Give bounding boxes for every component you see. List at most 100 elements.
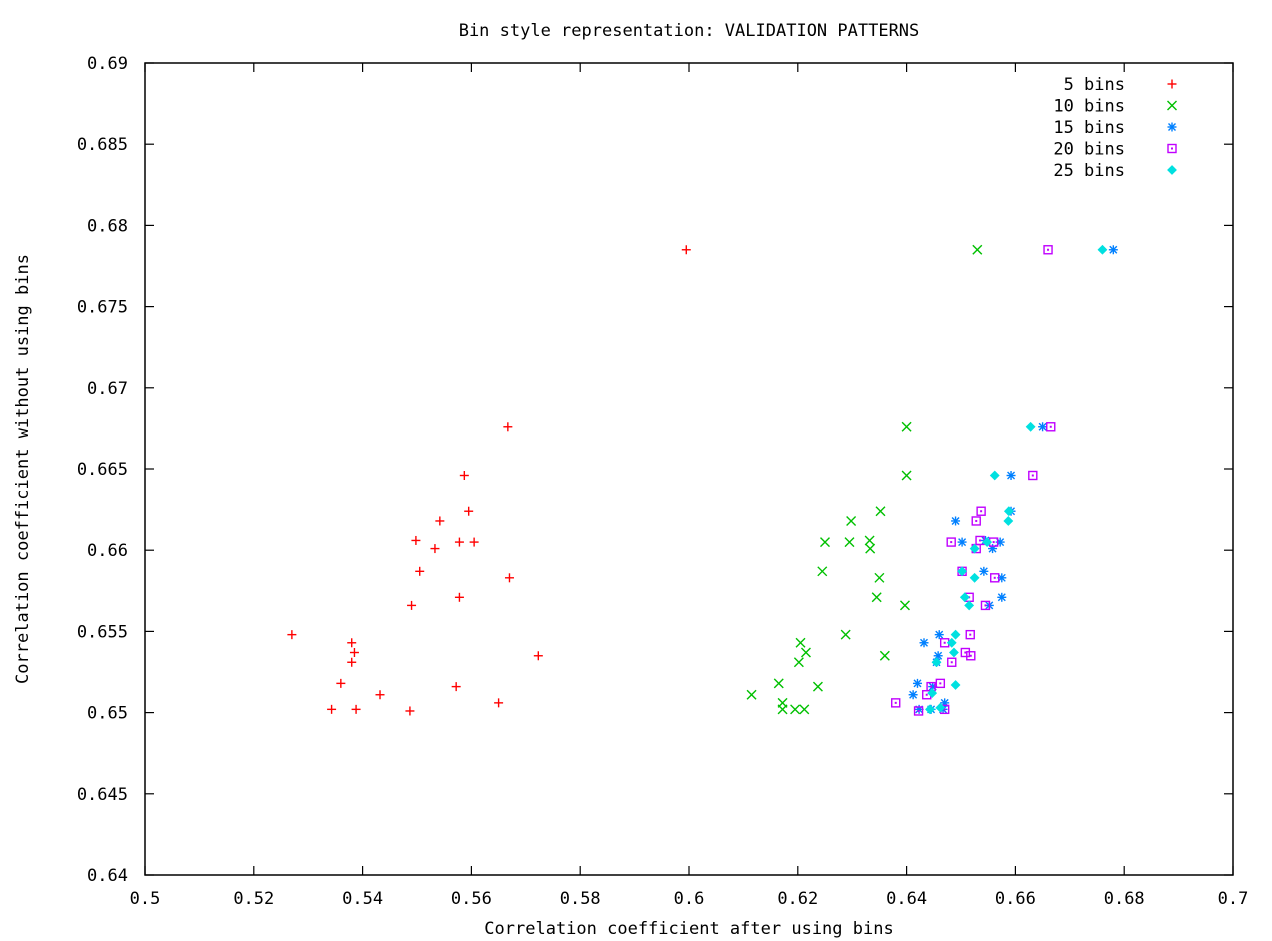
legend-marker [1167,165,1177,175]
data-point [982,537,993,548]
data-point [347,638,357,648]
data-point [864,535,875,546]
data-point [913,706,924,716]
data-point [957,537,967,547]
data-point [946,537,956,547]
x-tick-label: 0.68 [1104,889,1145,909]
data-point [846,515,857,526]
data-point [935,678,946,689]
legend-marker [1167,143,1177,154]
data-point [435,516,445,526]
data-point [795,637,806,648]
data-point [790,704,801,715]
data-point [965,629,975,640]
data-point [504,573,514,583]
data-point [865,543,876,554]
series-2 [746,244,983,715]
data-point [901,421,912,432]
data-point [430,544,440,554]
data-point [351,704,361,714]
data-point [949,647,959,658]
y-tick-label: 0.64 [87,866,128,886]
y-axis: 0.64 0.645 0.65 0.655 0.66 0.665 0.67 0.675 0.68… [77,54,1233,886]
x-axis: 0.5 0.52 0.54 0.56 0.58 0.6 0.62 0.64 0.66 0.68 0.… [130,63,1249,909]
data-point [347,657,357,667]
data-point [1003,506,1014,517]
x-tick-label: 0.58 [560,889,601,909]
data-point [454,537,464,547]
data-point [946,637,957,648]
legend-label: 15 bins [1053,118,1125,138]
data-point [777,704,788,715]
data-point [901,470,912,481]
data-point [327,704,337,714]
data-point [934,630,944,640]
legend-label: 25 bins [1053,161,1125,181]
data-point [959,592,970,603]
x-tick-label: 0.6 [674,889,705,909]
data-point [494,698,504,708]
data-point [950,629,961,640]
y-tick-label: 0.665 [77,460,128,480]
data-point [875,506,886,517]
x-tick-label: 0.7 [1218,889,1249,909]
data-point [997,592,1007,602]
data-point [990,573,1000,583]
data-point [912,678,922,688]
data-point [411,535,421,545]
legend-marker [1167,122,1177,132]
data-point [1038,422,1048,432]
x-axis-label: Correlation coefficient after using bins [484,919,893,939]
legend-label: 10 bins [1053,97,1125,117]
data-point [451,682,461,692]
data-point [415,566,425,576]
legend-label: 5 bins [1064,75,1125,95]
y-tick-label: 0.68 [87,216,128,236]
data-point [1108,245,1118,255]
plot-area-border [144,62,1234,876]
data-point [931,657,942,668]
data-point [1006,470,1016,480]
data-point [793,657,804,668]
y-tick-label: 0.67 [87,379,128,399]
y-tick-label: 0.685 [77,135,128,155]
data-point [925,704,935,715]
data-point [951,516,961,526]
data-point [799,704,810,715]
data-point [681,245,691,255]
y-tick-label: 0.65 [87,704,128,724]
y-tick-label: 0.69 [87,54,128,74]
x-tick-label: 0.52 [233,889,274,909]
data-point [840,629,851,640]
data-point [746,689,757,700]
data-point [820,537,830,548]
legend-label: 20 bins [1053,140,1125,160]
x-tick-label: 0.64 [886,889,927,909]
data-point [349,648,359,658]
data-point [972,244,983,255]
data-point [874,572,885,583]
data-point [533,651,543,661]
data-point [459,470,469,480]
data-point [979,566,989,576]
data-point [971,516,981,526]
y-tick-label: 0.66 [87,541,128,561]
data-point [1046,422,1056,432]
data-point [964,600,975,611]
y-tick-label: 0.645 [77,785,128,805]
legend-marker [1167,79,1177,89]
data-point [1097,244,1108,255]
data-point [773,678,784,689]
data-point [844,537,855,548]
x-tick-label: 0.66 [995,889,1036,909]
data-point [933,651,943,661]
series-4 [891,245,1056,716]
data-point [960,647,971,658]
data-point [879,650,890,661]
data-point [405,706,415,716]
data-point [899,600,910,611]
data-point [800,647,811,658]
legend-marker [1167,100,1177,111]
data-points [287,244,1118,716]
